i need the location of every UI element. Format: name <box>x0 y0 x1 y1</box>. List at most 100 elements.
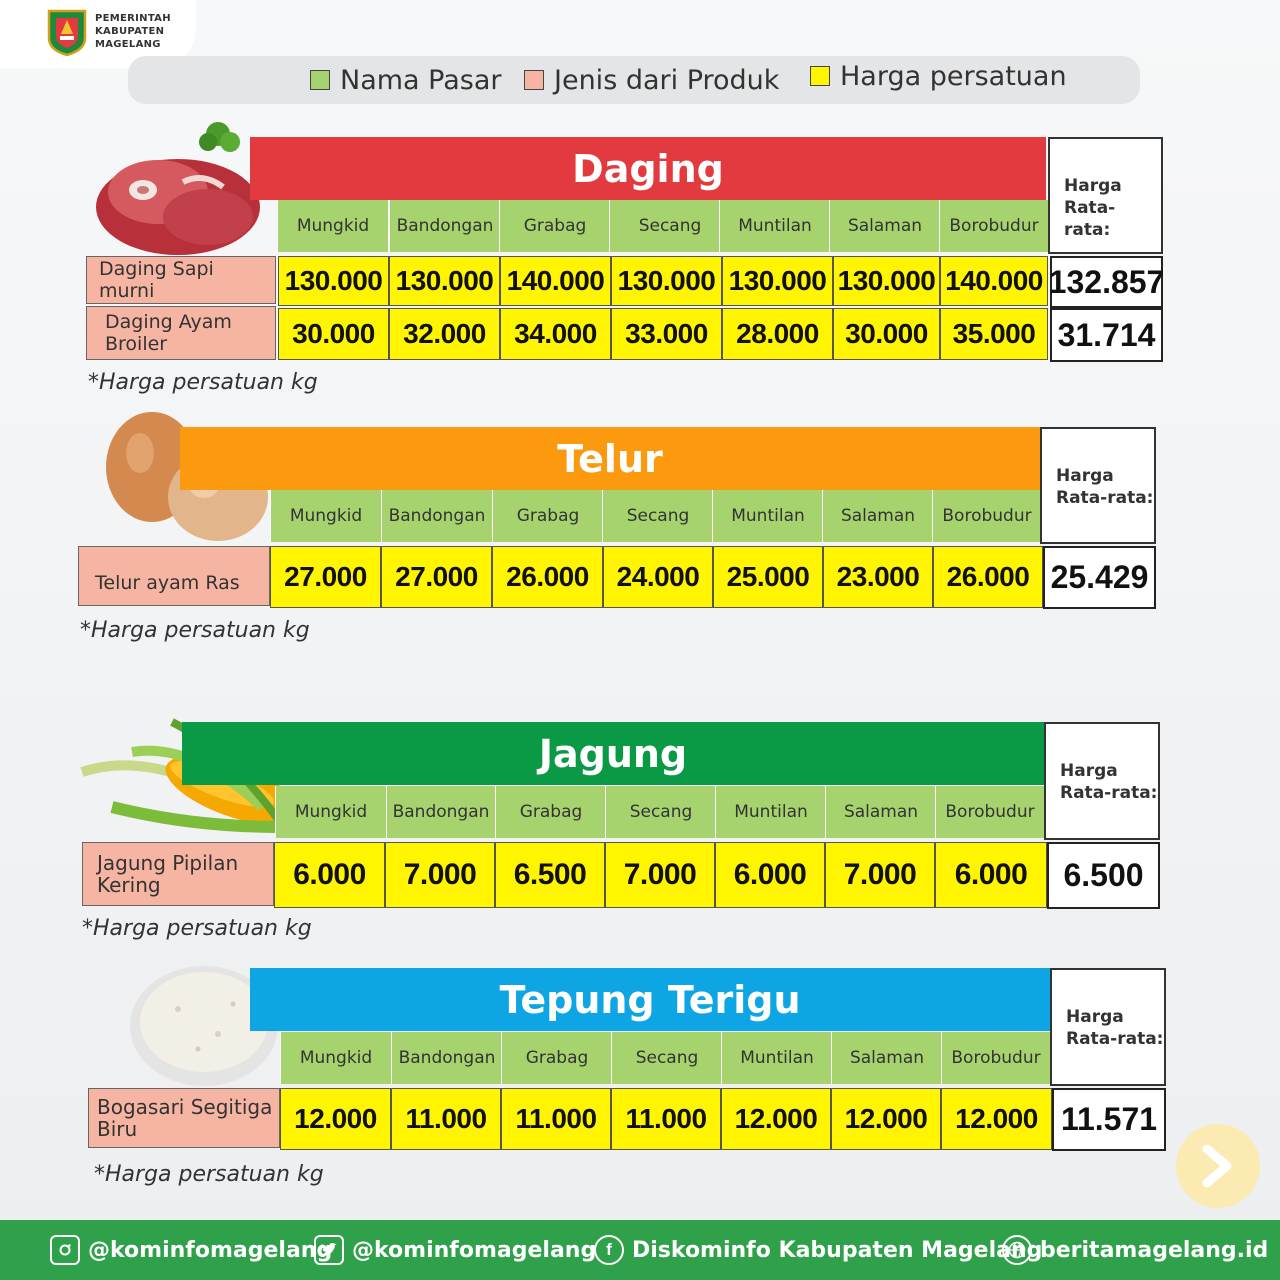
market-header: Grabag <box>499 200 611 252</box>
next-slide-button[interactable] <box>1176 1124 1260 1208</box>
unit-note: *Harga persatuan kg <box>88 370 318 395</box>
meat-image <box>96 122 260 255</box>
price-cell: 11.000 <box>611 1088 721 1150</box>
legend-label: Harga persatuan <box>840 60 1067 92</box>
product-label: Telur ayam Ras <box>78 546 270 606</box>
market-header: Bandongan <box>391 1032 503 1084</box>
legend-swatch <box>810 66 830 86</box>
market-header: Grabag <box>495 786 607 838</box>
average-value: 25.429 <box>1043 546 1156 609</box>
price-cell: 34.000 <box>500 308 611 360</box>
market-header: Borobudur <box>932 490 1042 542</box>
price-cell: 12.000 <box>941 1088 1052 1150</box>
price-cell: 7.000 <box>605 842 715 908</box>
market-header: Borobudur <box>941 1032 1051 1084</box>
legend-item-price: Harga persatuan <box>810 52 1067 100</box>
price-cell: 33.000 <box>611 308 722 360</box>
price-cell: 27.000 <box>381 546 492 608</box>
org-line: PEMERINTAH <box>95 13 171 24</box>
footer-facebook[interactable]: f Diskominfo Kabupaten Magelang <box>594 1220 1042 1280</box>
price-cell: 130.000 <box>389 256 500 306</box>
price-cell: 12.000 <box>721 1088 831 1150</box>
market-header: Secang <box>609 200 731 252</box>
product-label: Daging Ayam Broiler <box>86 306 276 360</box>
price-cell: 30.000 <box>833 308 940 360</box>
average-header: Harga Rata-rata: <box>1048 137 1163 254</box>
market-header: Mungkid <box>277 200 389 252</box>
average-value: 11.571 <box>1052 1088 1166 1151</box>
market-header: Secang <box>602 490 714 542</box>
price-cell: 6.000 <box>274 842 385 908</box>
price-cell: 23.000 <box>823 546 933 608</box>
market-header: Muntilan <box>712 490 824 542</box>
market-header: Secang <box>611 1032 723 1084</box>
market-header: Salaman <box>831 1032 943 1084</box>
price-cell: 26.000 <box>933 546 1043 608</box>
price-cell: 140.000 <box>940 256 1048 306</box>
price-cell: 28.000 <box>722 308 833 360</box>
average-value: 132.857 <box>1049 256 1164 308</box>
price-cell: 140.000 <box>500 256 611 306</box>
section-title-telur: Telur <box>180 427 1040 490</box>
legend-item-market: Nama Pasar <box>310 56 502 104</box>
legend-label: Nama Pasar <box>340 64 502 96</box>
footer-bar <box>0 1220 1280 1280</box>
product-label: Jagung Pipilan Kering <box>82 842 274 906</box>
average-header-line: Harga <box>1060 761 1118 781</box>
unit-note: *Harga persatuan kg <box>82 916 312 941</box>
instagram-icon <box>50 1235 80 1265</box>
price-cell: 27.000 <box>270 546 381 608</box>
market-header: Grabag <box>492 490 604 542</box>
facebook-icon: f <box>594 1235 624 1265</box>
footer-label: @kominfomagelang <box>352 1237 597 1263</box>
price-cell: 11.000 <box>391 1088 501 1150</box>
market-header: Borobudur <box>935 786 1045 838</box>
average-header: Harga Rata-rata: <box>1040 427 1156 544</box>
average-value: 6.500 <box>1047 842 1160 909</box>
price-cell: 24.000 <box>603 546 713 608</box>
price-cell: 11.000 <box>501 1088 611 1150</box>
footer-instagram[interactable]: @kominfomagelang <box>50 1220 332 1280</box>
unit-note: *Harga persatuan kg <box>94 1162 324 1187</box>
legend: Nama Pasar Jenis dari Produk Harga persa… <box>128 56 1140 104</box>
price-cell: 32.000 <box>389 308 500 360</box>
org-name: PEMERINTAH KABUPATEN MAGELANG <box>95 12 171 51</box>
section-title-daging: Daging <box>250 137 1046 200</box>
price-cell: 26.000 <box>492 546 603 608</box>
magelang-crest-logo <box>47 9 87 56</box>
market-header: Bandongan <box>386 786 496 838</box>
chevron-right-icon <box>1202 1145 1232 1187</box>
market-header: Mungkid <box>280 1032 392 1084</box>
market-header: Salaman <box>822 490 934 542</box>
legend-label: Jenis dari Produk <box>554 64 780 96</box>
average-header-line: Rata-rata: <box>1066 1029 1164 1049</box>
average-value: 31.714 <box>1050 308 1163 362</box>
market-header: Mungkid <box>270 490 382 542</box>
legend-swatch <box>524 70 544 90</box>
footer-website[interactable]: beritamagelang.id <box>1002 1220 1268 1280</box>
footer-label: beritamagelang.id <box>1040 1237 1269 1263</box>
price-cell: 30.000 <box>278 308 389 360</box>
section-title-jagung: Jagung <box>182 722 1044 785</box>
price-cell: 130.000 <box>833 256 940 306</box>
market-header: Bandongan <box>381 490 493 542</box>
market-header: Mungkid <box>275 786 387 838</box>
flour-image <box>130 966 278 1086</box>
footer-twitter[interactable]: @kominfomagelang <box>314 1220 596 1280</box>
twitter-icon <box>314 1235 344 1265</box>
price-cell: 6.000 <box>935 842 1047 908</box>
footer-label: @kominfomagelang <box>88 1237 333 1263</box>
market-header: Muntilan <box>721 1032 833 1084</box>
market-header: Secang <box>605 786 717 838</box>
section-title-tepung-terigu: Tepung Terigu <box>250 968 1050 1031</box>
average-header-line: Rata-rata: <box>1064 198 1116 240</box>
price-cell: 6.000 <box>715 842 825 908</box>
product-label: Daging Sapi murni <box>86 256 276 304</box>
price-cell: 12.000 <box>831 1088 941 1150</box>
product-label: Bogasari Segitiga Biru <box>88 1088 280 1148</box>
org-line: MAGELANG <box>95 39 161 50</box>
price-cell: 130.000 <box>611 256 722 306</box>
price-cell: 12.000 <box>280 1088 391 1150</box>
market-header: Bandongan <box>389 200 501 252</box>
market-header: Salaman <box>825 786 937 838</box>
